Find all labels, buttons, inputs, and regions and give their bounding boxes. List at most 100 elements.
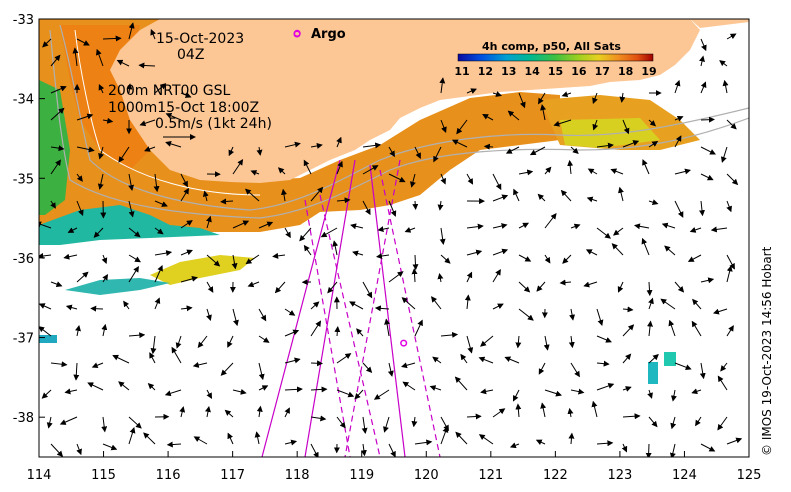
current-arrow	[76, 38, 90, 46]
current-arrow	[232, 220, 250, 229]
current-arrow	[700, 277, 715, 284]
depth-label-1: 200m NRT00 GSL	[108, 83, 231, 99]
current-arrow	[402, 381, 416, 391]
current-arrow	[518, 92, 526, 109]
current-arrow	[466, 335, 474, 354]
current-arrow	[128, 332, 146, 339]
current-arrow	[544, 254, 551, 264]
current-arrow	[451, 139, 468, 148]
current-arrow	[101, 323, 108, 337]
current-arrow	[411, 416, 418, 428]
current-arrow	[553, 119, 572, 127]
current-arrow	[492, 173, 502, 191]
current-arrow	[440, 331, 459, 338]
y-axis-ticks: -33 -34 -35 -36 -37 -38	[13, 13, 45, 426]
current-arrow	[570, 223, 581, 230]
current-arrow	[388, 271, 404, 283]
current-arrow	[164, 389, 182, 397]
current-arrow	[310, 360, 324, 367]
current-arrow	[591, 400, 598, 418]
current-arrow	[98, 84, 105, 94]
sst-yellow-filament	[150, 255, 255, 285]
current-arrow	[91, 362, 104, 369]
current-arrow	[478, 356, 494, 364]
y-tick-label: -36	[13, 252, 34, 267]
current-arrow	[726, 265, 733, 283]
current-arrow	[228, 146, 235, 157]
x-tick-label: 122	[543, 468, 568, 483]
current-arrow	[505, 146, 520, 154]
current-arrow	[559, 279, 572, 286]
current-arrow	[258, 385, 269, 391]
current-arrow	[401, 362, 416, 369]
argo-legend-icon	[293, 30, 301, 38]
current-arrow	[726, 254, 735, 270]
colorbar-tick-label: 14	[524, 65, 540, 78]
current-arrow	[128, 173, 135, 192]
current-arrow	[197, 335, 208, 349]
current-arrow	[412, 200, 419, 210]
current-arrow	[50, 54, 61, 67]
current-arrow	[383, 416, 390, 433]
current-arrow	[50, 361, 68, 368]
current-arrow	[621, 443, 628, 453]
current-arrow	[50, 107, 65, 121]
colorbar-tick-label: 17	[595, 65, 610, 78]
current-arrow	[336, 136, 342, 148]
current-arrow	[726, 437, 743, 445]
current-arrow	[387, 362, 394, 377]
current-arrow	[440, 173, 446, 185]
current-arrow	[50, 281, 63, 287]
current-arrow	[674, 362, 692, 371]
current-arrow	[440, 254, 451, 264]
current-arrow	[538, 362, 546, 375]
current-arrow	[518, 222, 530, 229]
current-arrow	[284, 329, 300, 337]
current-arrow	[699, 55, 705, 67]
current-arrow	[482, 113, 494, 121]
current-arrow	[50, 200, 56, 209]
current-arrow	[529, 146, 546, 156]
current-arrow	[39, 303, 52, 310]
current-arrow	[65, 304, 78, 311]
current-arrow	[414, 146, 421, 159]
current-arrow	[568, 335, 575, 349]
colorbar-tick-label: 19	[641, 65, 656, 78]
current-arrow	[646, 281, 653, 297]
current-arrow	[373, 389, 390, 400]
current-arrow	[717, 416, 728, 431]
time-label: 04Z	[177, 47, 204, 63]
current-arrow	[256, 146, 263, 156]
scale-label: 0.5m/s (1kt 24h)	[155, 116, 272, 132]
current-arrow	[310, 415, 327, 422]
current-arrow	[647, 389, 653, 399]
current-arrow	[537, 193, 546, 202]
current-arrow	[76, 271, 89, 283]
current-arrow	[710, 226, 728, 233]
current-arrow	[97, 173, 104, 190]
current-arrow	[700, 443, 716, 452]
current-arrow	[231, 254, 238, 270]
x-tick-label: 123	[607, 468, 632, 483]
current-arrow	[72, 47, 79, 67]
current-arrow	[492, 194, 509, 202]
current-arrow	[648, 353, 659, 364]
current-arrow	[674, 168, 691, 175]
colorbar-tick-label: 12	[478, 65, 493, 78]
current-arrow	[492, 303, 504, 310]
current-arrow	[722, 79, 729, 94]
current-arrow	[492, 269, 501, 283]
current-arrow	[692, 298, 702, 310]
current-arrow	[244, 188, 260, 202]
current-arrow	[350, 223, 364, 230]
current-arrow	[612, 227, 624, 236]
current-arrow	[691, 388, 702, 395]
current-arrow	[695, 416, 702, 427]
current-arrow	[670, 389, 677, 402]
current-arrow	[699, 362, 706, 380]
current-arrow	[303, 159, 312, 175]
current-arrow	[59, 416, 78, 425]
current-arrow	[154, 264, 163, 283]
current-arrow	[466, 413, 482, 420]
current-arrow	[272, 252, 286, 259]
